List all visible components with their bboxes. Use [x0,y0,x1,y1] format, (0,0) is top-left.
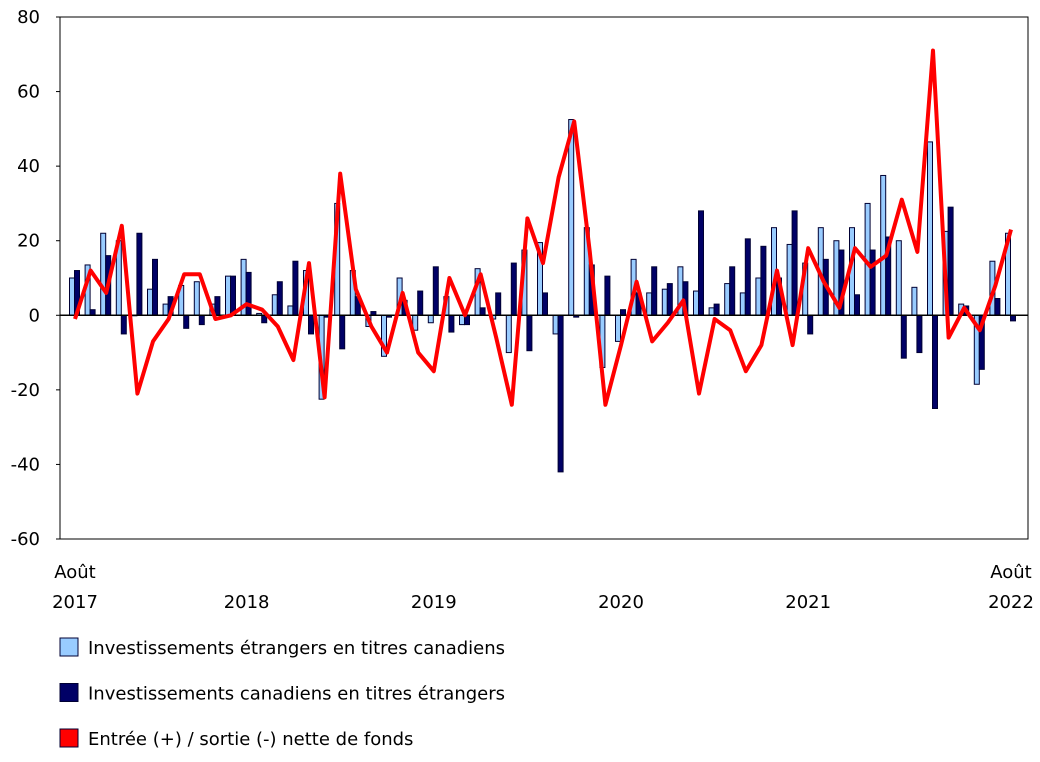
bar [895,240,902,316]
bar [308,314,314,335]
legend-swatch [59,683,79,702]
bar [214,296,221,316]
bar [225,275,231,316]
bar [510,262,517,316]
legend-swatch [59,637,79,657]
bar [869,249,876,316]
x-tick-label-line: 2022 [988,592,1034,613]
bar [744,238,751,316]
y-tick-label: 0 [29,305,40,326]
y-tick-label: -20 [11,380,40,401]
bar [947,206,954,316]
bar [479,307,486,316]
bar [661,288,668,316]
bar [666,283,673,316]
bar [755,277,762,316]
bar [880,174,887,316]
bar [120,314,127,335]
x-tick-label: 2018 [224,592,270,613]
bar [1010,314,1016,322]
bar [230,275,236,316]
bar [911,286,918,316]
bar [916,314,923,354]
bar [198,314,205,326]
bar [542,292,548,316]
x-tick-label-line: Août [54,562,95,583]
x-tick-label-line: Août [990,562,1031,583]
line [73,48,1013,407]
bar [557,314,564,473]
bar [271,294,278,316]
bar [854,294,860,316]
x-tick-label-line: 2017 [52,592,98,613]
bar [994,298,1001,316]
bar [708,307,715,316]
y-tick-label: 20 [17,231,40,252]
bar [729,266,736,316]
x-tick-label: Août 2022 [988,562,1034,613]
bar [698,210,704,316]
y-tick-label: 40 [17,156,40,177]
legend-label: Investissements canadiens en titres étra… [88,684,505,705]
bar [162,303,169,316]
x-tick-label: 2019 [411,592,457,613]
bar [152,258,158,316]
y-tick-label: -60 [11,529,40,550]
bar [417,290,424,316]
bar [786,243,793,316]
bar [427,314,434,324]
bar [620,309,626,316]
bar [245,271,252,316]
bar [495,292,502,316]
bar [693,290,699,316]
plot-frame [59,16,1029,540]
bar [448,314,455,333]
bar [100,232,107,316]
bar [136,232,143,316]
x-tick-label: 2020 [598,592,644,613]
bar [724,283,731,316]
bar [339,314,346,350]
bar [932,314,938,409]
bar [505,314,512,354]
y-tick-label: 60 [17,82,40,103]
legend-label: Entrée (+) / sortie (-) nette de fonds [88,729,413,750]
bar [69,277,75,316]
bar [807,314,814,335]
x-tick-label: 2021 [785,592,831,613]
legend-swatch [59,728,79,748]
bar [604,275,611,316]
bar [287,305,294,316]
bar [147,288,153,316]
bar [760,245,767,316]
bar [89,309,96,316]
bar [568,119,575,316]
x-tick-label: Août 2017 [52,562,98,613]
bar [900,314,907,359]
y-tick-label: 80 [17,7,40,28]
bar [739,292,746,316]
bar [193,281,200,316]
bar [183,314,190,329]
bar [713,303,720,316]
bar [552,314,559,335]
y-tick-label: -40 [11,454,40,475]
legend-label: Investissements étrangers en titres cana… [88,638,505,659]
bar [651,266,658,316]
bar [791,210,798,316]
bar [276,281,283,316]
bar [292,260,299,316]
bar [432,266,439,316]
bar [646,292,653,316]
bar [615,314,621,342]
bar [526,314,533,352]
bar [927,141,933,316]
